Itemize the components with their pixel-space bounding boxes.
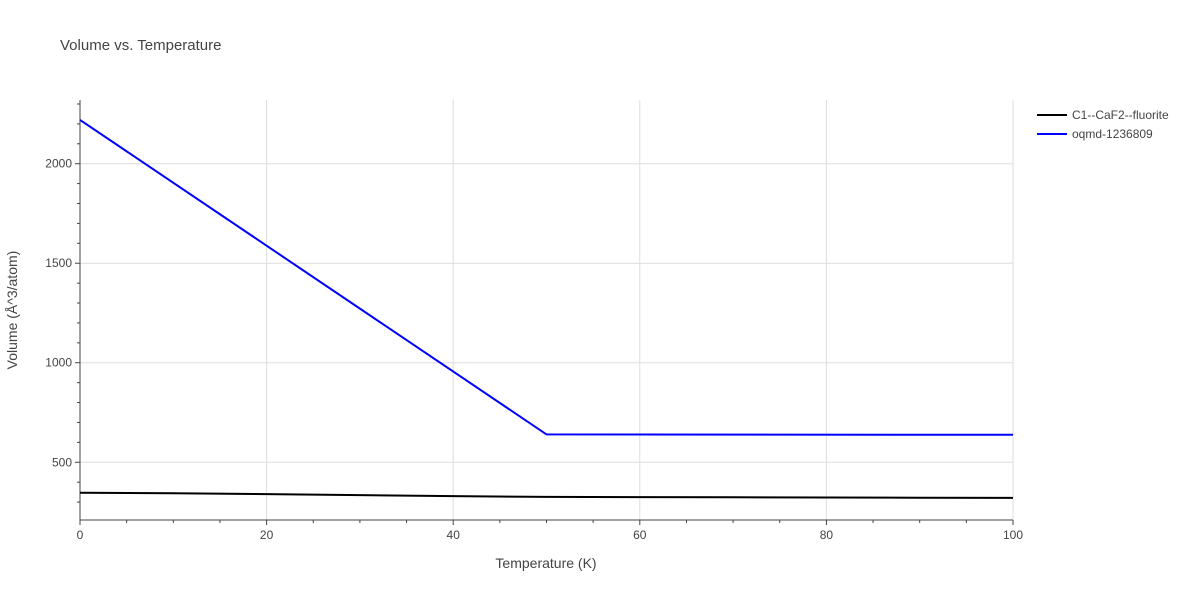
x-tick-label: 80 (820, 528, 834, 542)
series-group (79, 119, 1014, 499)
tick-labels: 0 20 40 60 80 100 500 1000 1500 2000 (45, 157, 1023, 542)
legend-item[interactable]: oqmd-1236809 (1037, 127, 1153, 141)
x-axis-title: Temperature (K) (495, 555, 596, 571)
y-tick-label: 2000 (45, 157, 72, 171)
axes (75, 100, 1014, 525)
chart-title: Volume vs. Temperature (60, 37, 221, 54)
series-line-1 (79, 119, 1014, 436)
y-tick-label: 1000 (45, 356, 72, 370)
x-tick-label: 100 (1003, 528, 1023, 542)
x-tick-label: 20 (260, 528, 274, 542)
x-tick-label: 0 (77, 528, 84, 542)
series-line-0 (79, 491, 1014, 499)
legend-label: C1--CaF2--fluorite (1072, 108, 1169, 122)
y-tick-label: 500 (52, 455, 72, 469)
grid (80, 100, 1014, 520)
legend-item[interactable]: C1--CaF2--fluorite (1037, 108, 1169, 122)
x-tick-label: 40 (447, 528, 461, 542)
y-axis-title: Volume (Å^3/atom) (4, 251, 20, 370)
x-tick-label: 60 (633, 528, 647, 542)
legend-label: oqmd-1236809 (1072, 127, 1153, 141)
y-tick-label: 1500 (45, 256, 72, 270)
legend[interactable]: C1--CaF2--fluorite oqmd-1236809 (1037, 108, 1169, 141)
